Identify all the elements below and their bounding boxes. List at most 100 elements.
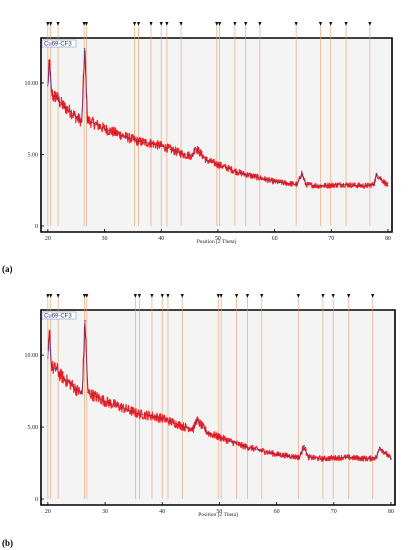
reference-peak-marker [347, 294, 351, 298]
reference-peak-marker [331, 294, 335, 298]
data-point [307, 456, 309, 458]
data-point [115, 404, 118, 407]
reference-peak-marker [180, 294, 184, 298]
reference-peak-marker [82, 294, 87, 298]
x-tick-label: 20 [45, 236, 51, 242]
data-point [81, 393, 83, 395]
y-tick-label: 10.00 [25, 353, 39, 359]
data-point [58, 100, 60, 103]
data-point [115, 132, 117, 134]
reference-peak-marker [56, 294, 60, 298]
x-tick-label: 70 [328, 236, 334, 242]
reference-peak-marker [133, 294, 137, 298]
data-point [253, 448, 255, 450]
x-axis-label: Position [2 Theta] [197, 239, 237, 245]
legend-box [41, 39, 77, 48]
reference-peak-marker [218, 22, 222, 26]
reference-peak-marker [49, 22, 53, 26]
reference-peak-marker [245, 294, 250, 298]
y-tick-label: 0 [35, 497, 38, 503]
data-point [205, 159, 208, 161]
data-point [69, 110, 72, 113]
data-point [48, 59, 51, 61]
data-point [75, 389, 78, 391]
data-point [52, 96, 55, 98]
reference-peak-marker [368, 22, 372, 26]
reference-peak-marker [84, 22, 88, 26]
x-tick-label: 20 [45, 509, 51, 515]
data-point [48, 331, 51, 333]
data-point [321, 458, 323, 460]
data-point [86, 119, 89, 121]
reference-peak-marker [160, 294, 164, 298]
panel-label: (a) [2, 264, 13, 274]
data-point [390, 458, 392, 460]
fit-series-line [47, 320, 392, 460]
data-point [218, 436, 221, 438]
reference-peak-marker [244, 22, 248, 26]
data-point [47, 357, 49, 359]
reference-peak-marker [132, 22, 137, 26]
reference-peak-marker [85, 294, 89, 298]
data-point [264, 450, 266, 453]
data-point [173, 422, 175, 424]
reference-peak-marker [149, 22, 153, 26]
reference-peak-marker [165, 22, 169, 26]
y-tick-label: 5.00 [28, 425, 39, 431]
x-tick-label: 60 [274, 509, 280, 515]
data-point [183, 153, 185, 156]
data-point [103, 128, 106, 130]
data-point [191, 155, 194, 157]
data-point [241, 445, 243, 447]
reference-peak-marker [216, 294, 220, 298]
reference-peak-marker [150, 294, 154, 298]
reference-peak-marker [321, 294, 325, 298]
data-point [364, 185, 366, 187]
measured-series-line [47, 49, 389, 189]
chart-panel-a: 0 5.00 10.00 20 30 40 50 60 70 80 Position [2 Thet… [2, 22, 393, 274]
data-point [376, 173, 378, 176]
data-point [319, 185, 321, 187]
data-point [367, 458, 369, 460]
data-point [305, 183, 307, 186]
data-point [93, 394, 95, 397]
reference-peak-marker [219, 294, 223, 298]
data-point [194, 146, 196, 148]
data-point [207, 432, 209, 434]
reference-peak-marker [329, 22, 333, 26]
data-point [81, 120, 83, 123]
data-point [127, 409, 129, 411]
x-tick-label: 30 [102, 509, 108, 515]
reference-peak-marker [56, 22, 60, 26]
x-tick-label: 50 [216, 509, 222, 515]
data-point [228, 168, 230, 170]
legend-entry: Cu69-CF3 [44, 314, 72, 320]
x-tick-label: 50 [215, 236, 221, 242]
data-point [239, 172, 242, 174]
data-point [50, 363, 52, 365]
data-point [276, 453, 278, 456]
data-point [47, 85, 49, 87]
x-tick-label: 30 [102, 236, 108, 242]
x-tick-label: 40 [158, 236, 164, 242]
data-point [58, 373, 60, 375]
data-point [87, 391, 89, 394]
reference-peak-marker [166, 294, 170, 298]
reference-peak-marker [294, 22, 298, 26]
x-tick-label: 60 [272, 236, 278, 242]
reference-peak-marker [234, 294, 239, 298]
data-point [55, 367, 58, 369]
reference-peak-marker [49, 294, 53, 298]
reference-peak-marker [371, 294, 375, 298]
reference-peak-marker [318, 22, 323, 26]
data-point [70, 383, 72, 385]
data-point [64, 106, 66, 108]
legend-box [41, 311, 77, 320]
x-tick-label: 80 [388, 509, 394, 515]
data-point [195, 419, 198, 421]
data-point [230, 440, 232, 443]
reference-peak-marker [136, 22, 141, 26]
reference-peak-marker [46, 22, 50, 26]
data-point [75, 116, 77, 118]
data-point [342, 183, 344, 186]
